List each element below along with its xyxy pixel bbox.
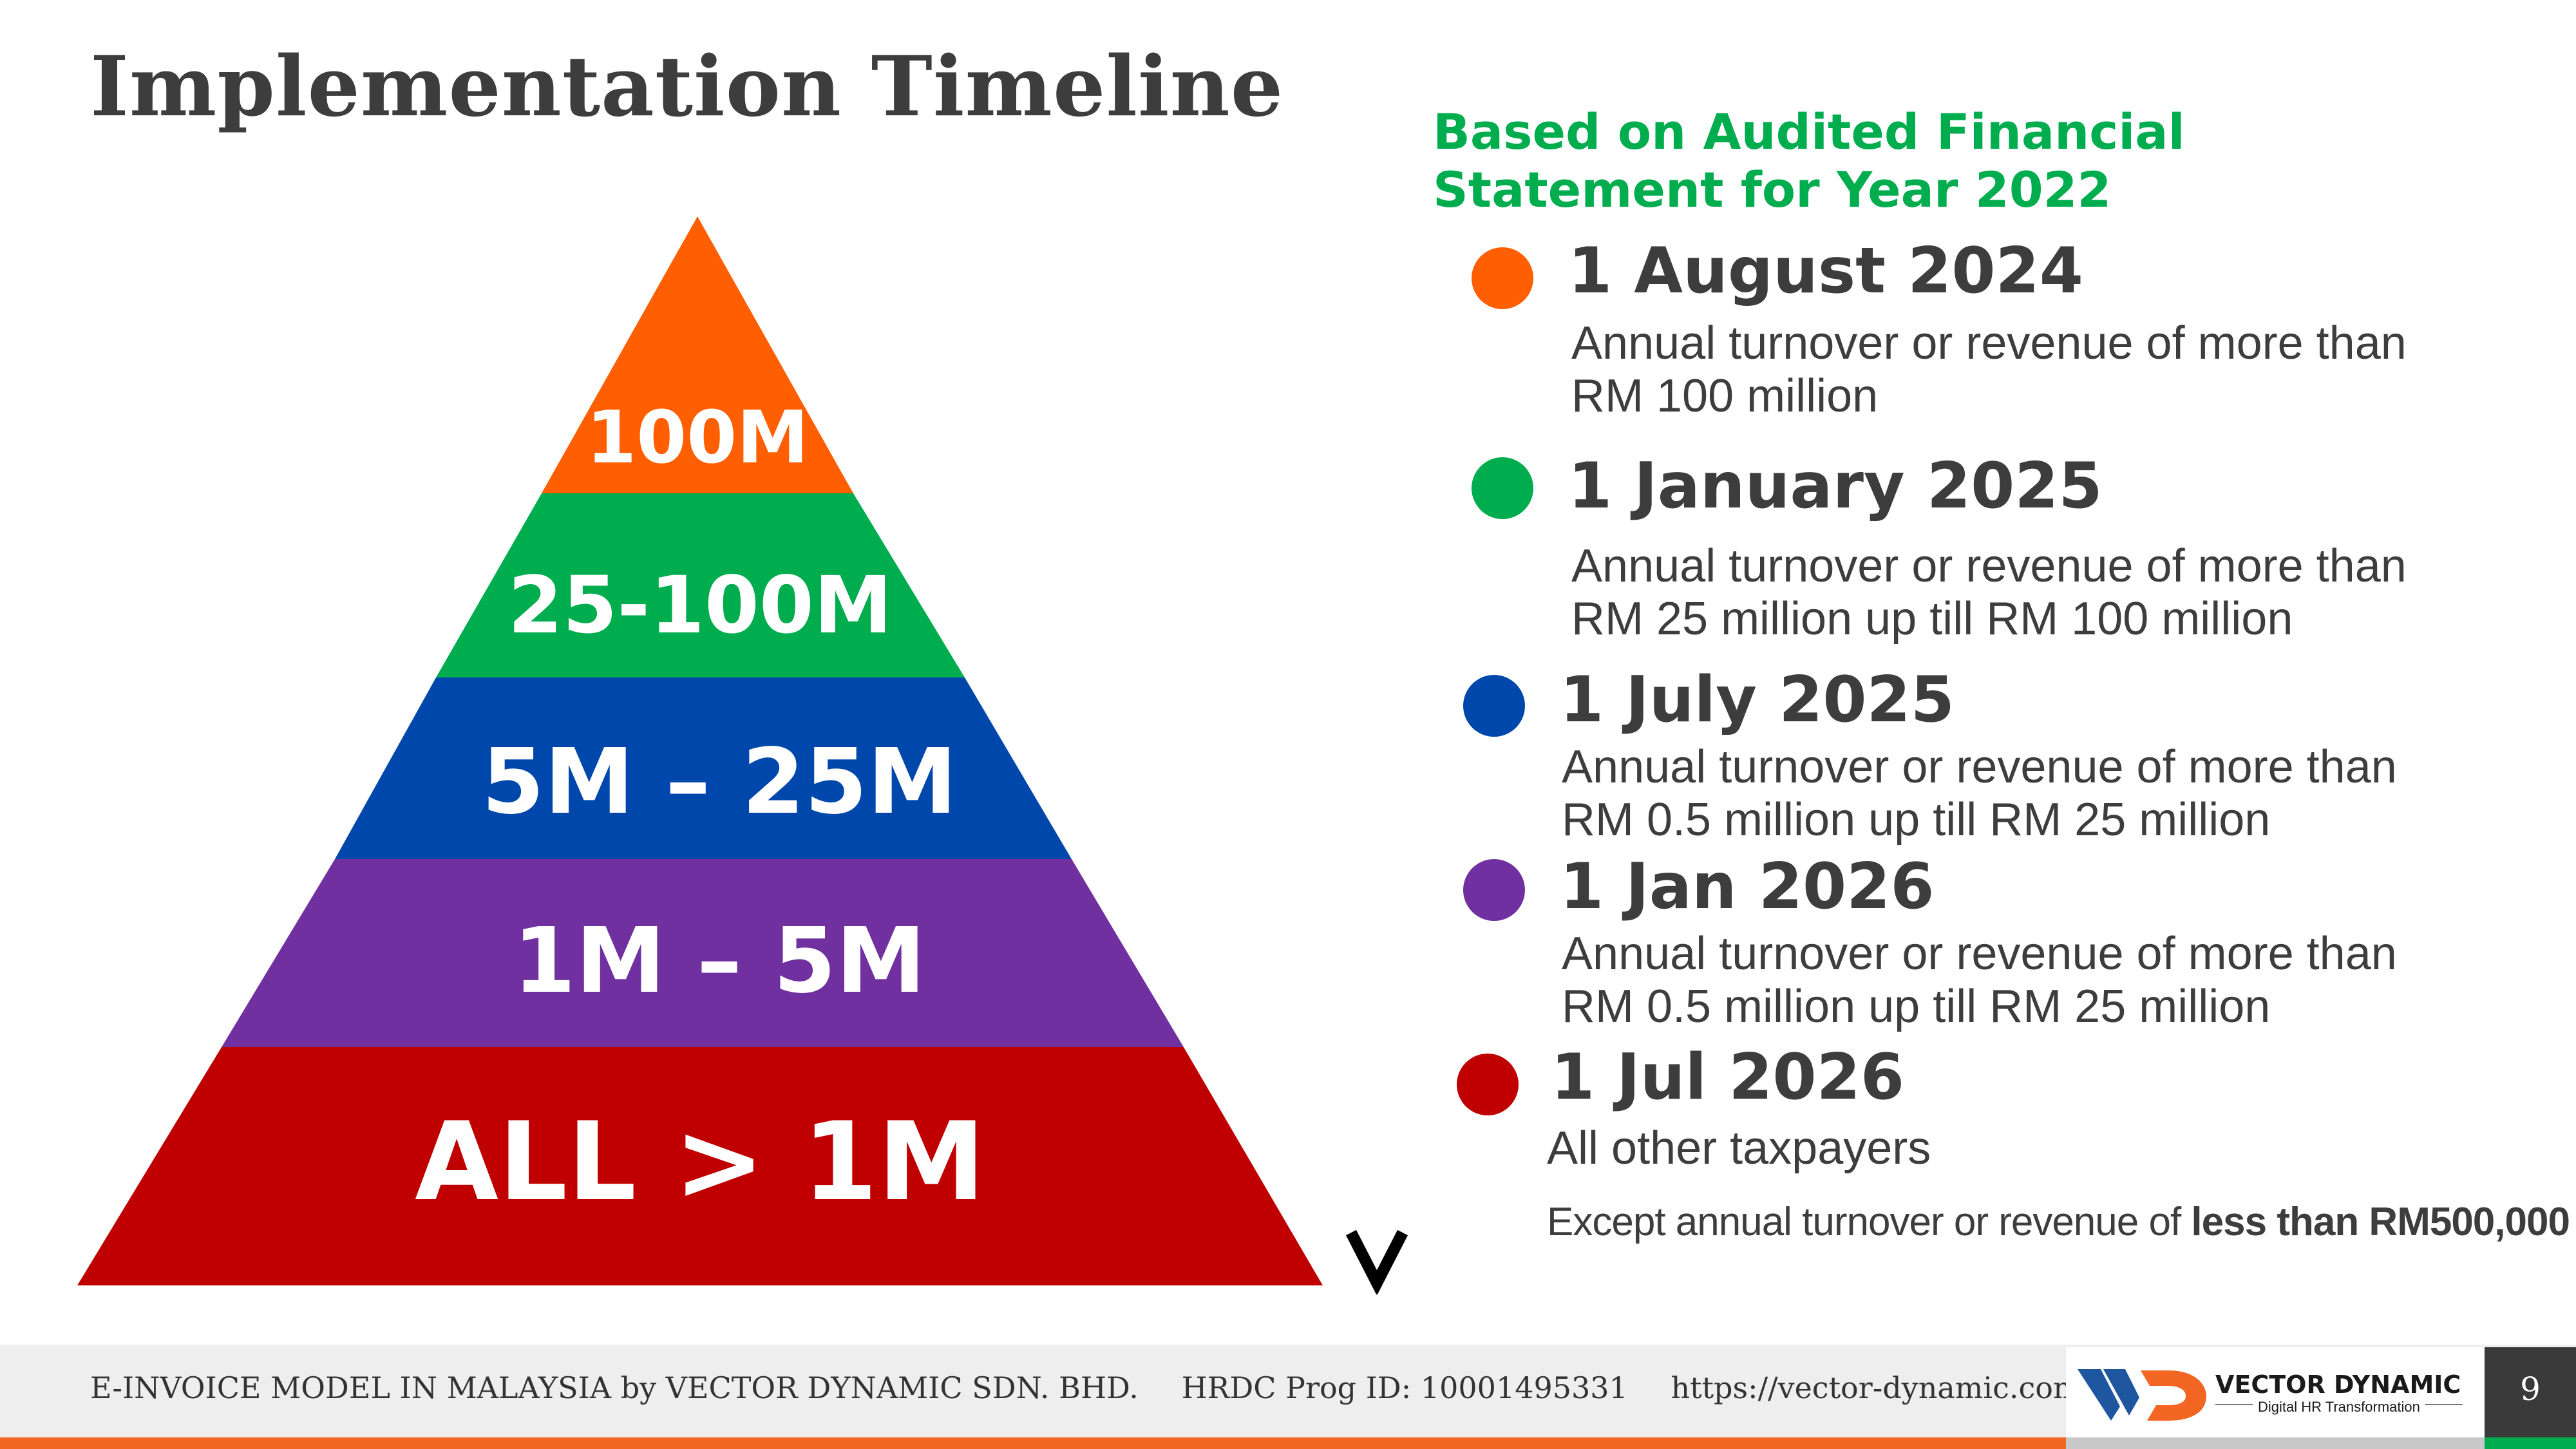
basis-heading: Based on Audited Financial Statement for… bbox=[1433, 103, 2185, 218]
page-number: 9 bbox=[2520, 1370, 2541, 1408]
footer-accent-green bbox=[2485, 1437, 2576, 1449]
pyramid-tier-4 bbox=[222, 859, 1184, 1047]
timeline-desc-1: Annual turnover or revenue of more than R… bbox=[1571, 317, 2407, 422]
timeline-date-1: 1 August 2024 bbox=[1568, 234, 2083, 308]
timeline-dot-2 bbox=[1472, 457, 1533, 519]
timeline-date-4: 1 Jan 2026 bbox=[1560, 850, 1935, 923]
pyramid-tier-3 bbox=[335, 677, 1072, 859]
pyramid-tier-2-label: 25-100M bbox=[508, 560, 892, 651]
company-logo: VECTOR DYNAMIC Digital HR Transformation bbox=[2066, 1347, 2485, 1437]
vd-logo-icon bbox=[2078, 1369, 2206, 1421]
pyramid-tier-4-label: 1M – 5M bbox=[513, 909, 926, 1014]
footer-accent-grey bbox=[2066, 1437, 2485, 1449]
timeline-desc-5: All other taxpayers bbox=[1547, 1122, 1931, 1174]
timeline-desc-4: Annual turnover or revenue of more than R… bbox=[1562, 928, 2397, 1032]
footer-url: https://vector-dynamic.com bbox=[1671, 1370, 2081, 1405]
timeline-desc-3: Annual turnover or revenue of more than R… bbox=[1562, 741, 2397, 846]
timeline-dot-5 bbox=[1457, 1054, 1519, 1115]
timeline-date-5: 1 Jul 2026 bbox=[1551, 1041, 1905, 1114]
pyramid-tier-1-label: 100M bbox=[586, 396, 808, 480]
pyramid-tier-1 bbox=[542, 216, 853, 493]
exception-note: Except annual turnover or revenue of les… bbox=[1547, 1200, 2570, 1244]
logo-tagline: Digital HR Transformation bbox=[2253, 1399, 2425, 1416]
footer-text: E-INVOICE MODEL IN MALAYSIA by VECTOR DY… bbox=[90, 1370, 2115, 1405]
timeline-date-3: 1 July 2025 bbox=[1560, 663, 1955, 737]
timeline-date-2: 1 January 2025 bbox=[1568, 450, 2103, 523]
pyramid-tier-5-label: ALL > 1M bbox=[415, 1099, 985, 1225]
footer-accent-orange bbox=[0, 1437, 2066, 1449]
page-number-box bbox=[2485, 1347, 2576, 1449]
footer-program: E-INVOICE MODEL IN MALAYSIA by VECTOR DY… bbox=[90, 1370, 1139, 1405]
pyramid-tier-5 bbox=[77, 1047, 1323, 1285]
turnover-pyramid: 100M 25-100M 5M – 25M 1M – 5M ALL > 1M bbox=[77, 216, 1323, 1285]
timeline-dot-1 bbox=[1472, 247, 1533, 309]
footer-hrdc: HRDC Prog ID: 10001495331 bbox=[1181, 1370, 1628, 1405]
timeline-desc-2: Annual turnover or revenue of more than R… bbox=[1571, 540, 2407, 645]
logo-name: VECTOR DYNAMIC bbox=[2215, 1370, 2461, 1399]
timeline-arrow-head-icon bbox=[1345, 1229, 1408, 1294]
timeline-dot-3 bbox=[1463, 675, 1525, 737]
pyramid-tier-3-label: 5M – 25M bbox=[482, 730, 957, 835]
pyramid-tier-2 bbox=[436, 493, 965, 677]
page-title: Implementation Timeline bbox=[90, 39, 1284, 135]
timeline-dot-4 bbox=[1463, 859, 1525, 921]
